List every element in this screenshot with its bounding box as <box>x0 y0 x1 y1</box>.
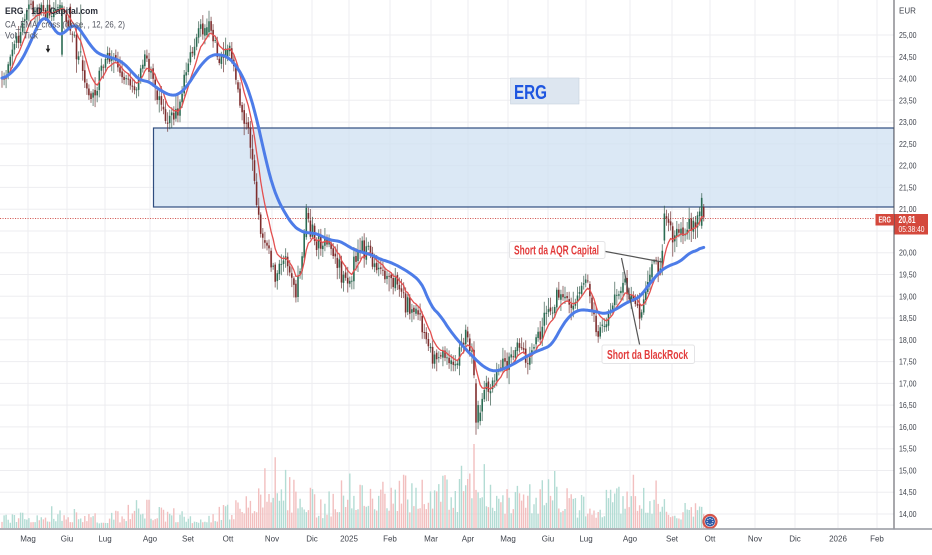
svg-text:ERG: ERG <box>514 82 547 104</box>
svg-text:23,50: 23,50 <box>899 96 917 105</box>
svg-text:Mag: Mag <box>20 535 36 544</box>
svg-text:Feb: Feb <box>383 535 397 544</box>
svg-text:2026: 2026 <box>829 535 847 544</box>
svg-text:18,00: 18,00 <box>899 336 917 345</box>
svg-text:21,00: 21,00 <box>899 205 917 214</box>
svg-text:CA_EMA_cross (close, , 12, 26,: CA_EMA_cross (close, , 12, 26, 2) <box>5 20 125 30</box>
svg-text:Mar: Mar <box>424 535 438 544</box>
svg-text:Dic: Dic <box>306 535 318 544</box>
svg-text:Giu: Giu <box>542 535 554 544</box>
svg-text:17,00: 17,00 <box>899 379 917 388</box>
svg-text:Ago: Ago <box>623 535 638 544</box>
svg-text:Vol · Tick: Vol · Tick <box>5 31 38 41</box>
svg-text:Feb: Feb <box>870 535 884 544</box>
svg-text:25,00: 25,00 <box>899 31 917 40</box>
svg-text:Apr: Apr <box>462 535 475 544</box>
svg-text:Mag: Mag <box>500 535 516 544</box>
svg-text:Lug: Lug <box>98 535 111 544</box>
svg-text:Lug: Lug <box>579 535 592 544</box>
svg-text:ERG · 1D · Capital.com: ERG · 1D · Capital.com <box>5 6 98 17</box>
svg-text:23,00: 23,00 <box>899 118 917 127</box>
svg-text:19,00: 19,00 <box>899 292 917 301</box>
svg-text:ERG: ERG <box>878 215 891 224</box>
svg-text:15,00: 15,00 <box>899 467 917 476</box>
svg-text:Dic: Dic <box>789 535 801 544</box>
svg-text:18,50: 18,50 <box>899 314 917 323</box>
svg-text:16,00: 16,00 <box>899 423 917 432</box>
svg-text:Set: Set <box>666 535 679 544</box>
svg-text:2025: 2025 <box>340 535 358 544</box>
svg-text:Nov: Nov <box>748 535 762 544</box>
svg-text:21,50: 21,50 <box>899 183 917 192</box>
svg-text:05:38:40: 05:38:40 <box>899 225 925 234</box>
svg-text:22,00: 22,00 <box>899 162 917 171</box>
svg-text:Short da AQR Capital: Short da AQR Capital <box>514 243 599 258</box>
svg-text:22,50: 22,50 <box>899 140 917 149</box>
svg-text:16,50: 16,50 <box>899 401 917 410</box>
svg-text:17,50: 17,50 <box>899 358 917 367</box>
svg-text:14,00: 14,00 <box>899 510 917 519</box>
svg-text:19,50: 19,50 <box>899 271 917 280</box>
svg-text:Set: Set <box>182 535 195 544</box>
svg-text:24,50: 24,50 <box>899 53 917 62</box>
svg-text:Ott: Ott <box>223 535 234 544</box>
svg-text:Giu: Giu <box>61 535 73 544</box>
svg-text:Ott: Ott <box>705 535 716 544</box>
svg-text:15,50: 15,50 <box>899 445 917 454</box>
svg-text:20,00: 20,00 <box>899 249 917 258</box>
svg-text:Ago: Ago <box>143 535 158 544</box>
svg-text:EUR: EUR <box>899 7 916 16</box>
svg-text:Nov: Nov <box>265 535 279 544</box>
svg-text:Short da BlackRock: Short da BlackRock <box>607 347 688 362</box>
svg-text:14,50: 14,50 <box>899 488 917 497</box>
svg-text:24,00: 24,00 <box>899 75 917 84</box>
